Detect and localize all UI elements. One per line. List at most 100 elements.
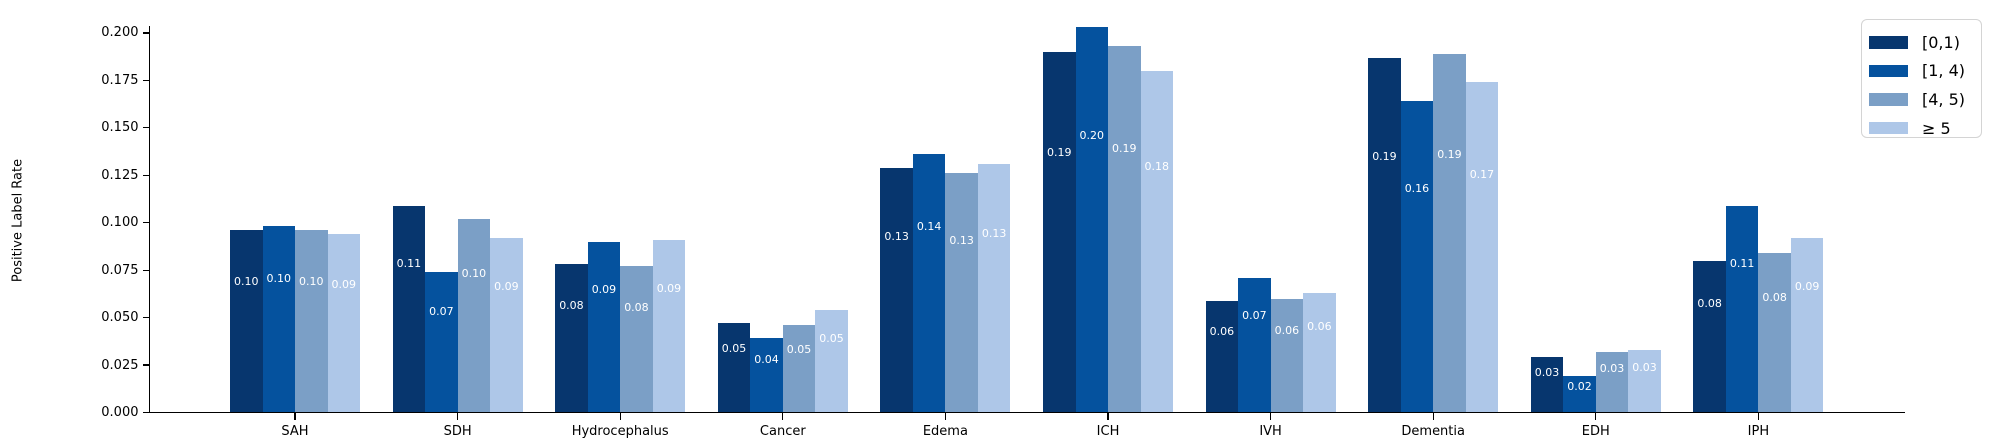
bar-Cancer-2 (782, 325, 816, 413)
x-tick-label: SAH (281, 423, 309, 439)
x-tick-label: Edema (922, 423, 968, 439)
bar-value-label: 0.09 (1794, 280, 1820, 294)
bar-value-label: 0.11 (396, 257, 422, 271)
bar-SDH-2 (457, 218, 491, 413)
bar-value-label: 0.10 (461, 266, 487, 280)
x-tick-label: Cancer (759, 423, 806, 439)
y-tick-label: 0.175 (101, 72, 139, 88)
bar-IPH-1 (1725, 205, 1759, 413)
bar-SDH-3 (490, 237, 523, 413)
bar-value-label: 0.06 (1274, 324, 1300, 337)
x-tick (619, 412, 621, 420)
bar-Edema-2 (945, 173, 978, 413)
bar-Hydrocephalus-1 (587, 241, 621, 413)
bar-value-label: 0.13 (981, 226, 1007, 240)
x-tick (782, 412, 784, 420)
bar-Edema-0 (880, 167, 913, 413)
bar-Edema-3 (977, 163, 1011, 413)
bar-value-label: 0.19 (1047, 146, 1072, 160)
y-tick-label: 0.050 (101, 310, 139, 326)
bar-value-label: 0.16 (1404, 181, 1430, 195)
x-tick-label: ICH (1096, 423, 1120, 439)
bar-value-label: 0.19 (1437, 147, 1462, 161)
bar-value-label: 0.13 (949, 233, 974, 247)
bar-ICH-1 (1075, 27, 1108, 413)
legend-item: [1, 4) (1869, 57, 1981, 86)
x-tick (944, 412, 947, 420)
bar-SAH-3 (327, 234, 360, 413)
legend-item: [4, 5) (1869, 85, 1981, 114)
legend-label: [4, 5) (1922, 89, 1966, 109)
bar-EDH-0 (1530, 357, 1564, 413)
x-tick (294, 412, 296, 420)
y-tick (142, 316, 150, 319)
x-tick-label: Dementia (1401, 423, 1465, 439)
bar-value-label: 0.14 (916, 220, 942, 234)
bar-Dementia-3 (1465, 82, 1499, 413)
bar-EDH-3 (1628, 349, 1661, 413)
bar-value-label: 0.02 (1567, 380, 1592, 394)
bar-value-label: 0.08 (559, 299, 584, 313)
y-tick (142, 79, 150, 81)
bar-value-label: 0.10 (299, 274, 324, 288)
bar-Edema-1 (912, 154, 946, 413)
bar-value-label: 0.09 (331, 277, 357, 291)
bar-IPH-2 (1758, 253, 1791, 413)
y-tick (142, 269, 150, 271)
bar-SAH-2 (295, 230, 328, 413)
bar-value-label: 0.08 (624, 300, 649, 314)
y-tick-label: 0.025 (101, 357, 139, 373)
bar-value-label: 0.10 (234, 274, 259, 288)
legend-swatch-0-1 (1869, 36, 1908, 49)
x-tick-label: SDH (443, 423, 472, 439)
bar-value-label: 0.03 (1599, 362, 1625, 376)
bar-Hydrocephalus-0 (555, 264, 588, 413)
bar-value-label: 0.10 (266, 272, 292, 286)
bar-ICH-3 (1140, 70, 1173, 413)
bar-value-label: 0.19 (1372, 150, 1397, 164)
bar-value-label: 0.06 (1307, 319, 1332, 333)
bar-EDH-2 (1595, 351, 1629, 413)
x-tick (1107, 412, 1109, 420)
bar-value-label: 0.04 (754, 352, 779, 366)
bar-Cancer-0 (717, 323, 751, 413)
bar-value-label: 0.03 (1632, 360, 1657, 374)
bar-Dementia-0 (1368, 57, 1401, 413)
bar-value-label: 0.09 (656, 281, 682, 295)
bar-SAH-1 (262, 226, 295, 413)
bar-Hydrocephalus-3 (652, 239, 686, 413)
x-tick (1595, 412, 1597, 420)
bar-Dementia-2 (1433, 53, 1466, 413)
bar-ICH-0 (1043, 51, 1076, 413)
x-tick-label: Hydrocephalus (571, 423, 669, 439)
x-tick (1269, 412, 1272, 420)
bar-SDH-0 (392, 205, 426, 413)
x-tick-label: IPH (1747, 423, 1770, 439)
bar-value-label: 0.09 (494, 280, 519, 294)
y-tick (142, 222, 150, 224)
legend-label: [0,1) (1922, 32, 1960, 52)
legend-swatch-1-4 (1869, 64, 1908, 78)
y-tick-label: 0.200 (101, 25, 139, 41)
bar-IPH-0 (1693, 260, 1726, 413)
y-tick (142, 127, 150, 129)
bar-value-label: 0.07 (1242, 308, 1267, 322)
legend-label: ≥ 5 (1922, 118, 1951, 138)
x-tick (456, 412, 459, 420)
bar-IPH-3 (1790, 237, 1824, 413)
y-tick-label: 0.075 (101, 262, 139, 278)
legend: [0,1) [1, 4) [4, 5) ≥ 5 (1861, 19, 1982, 138)
y-tick-label: 0.125 (101, 167, 139, 183)
bar-value-label: 0.08 (1762, 291, 1787, 305)
x-tick (1757, 412, 1760, 420)
bar-Dementia-1 (1400, 101, 1434, 413)
bar-EDH-1 (1563, 376, 1596, 413)
y-tick-label: 0.100 (101, 215, 139, 231)
y-tick (142, 174, 150, 176)
bar-value-label: 0.17 (1469, 168, 1495, 182)
x-axis-line (148, 411, 1905, 414)
legend-item: [0,1) (1869, 28, 1981, 57)
bar-Hydrocephalus-2 (620, 266, 653, 413)
bar-value-label: 0.05 (721, 341, 747, 355)
